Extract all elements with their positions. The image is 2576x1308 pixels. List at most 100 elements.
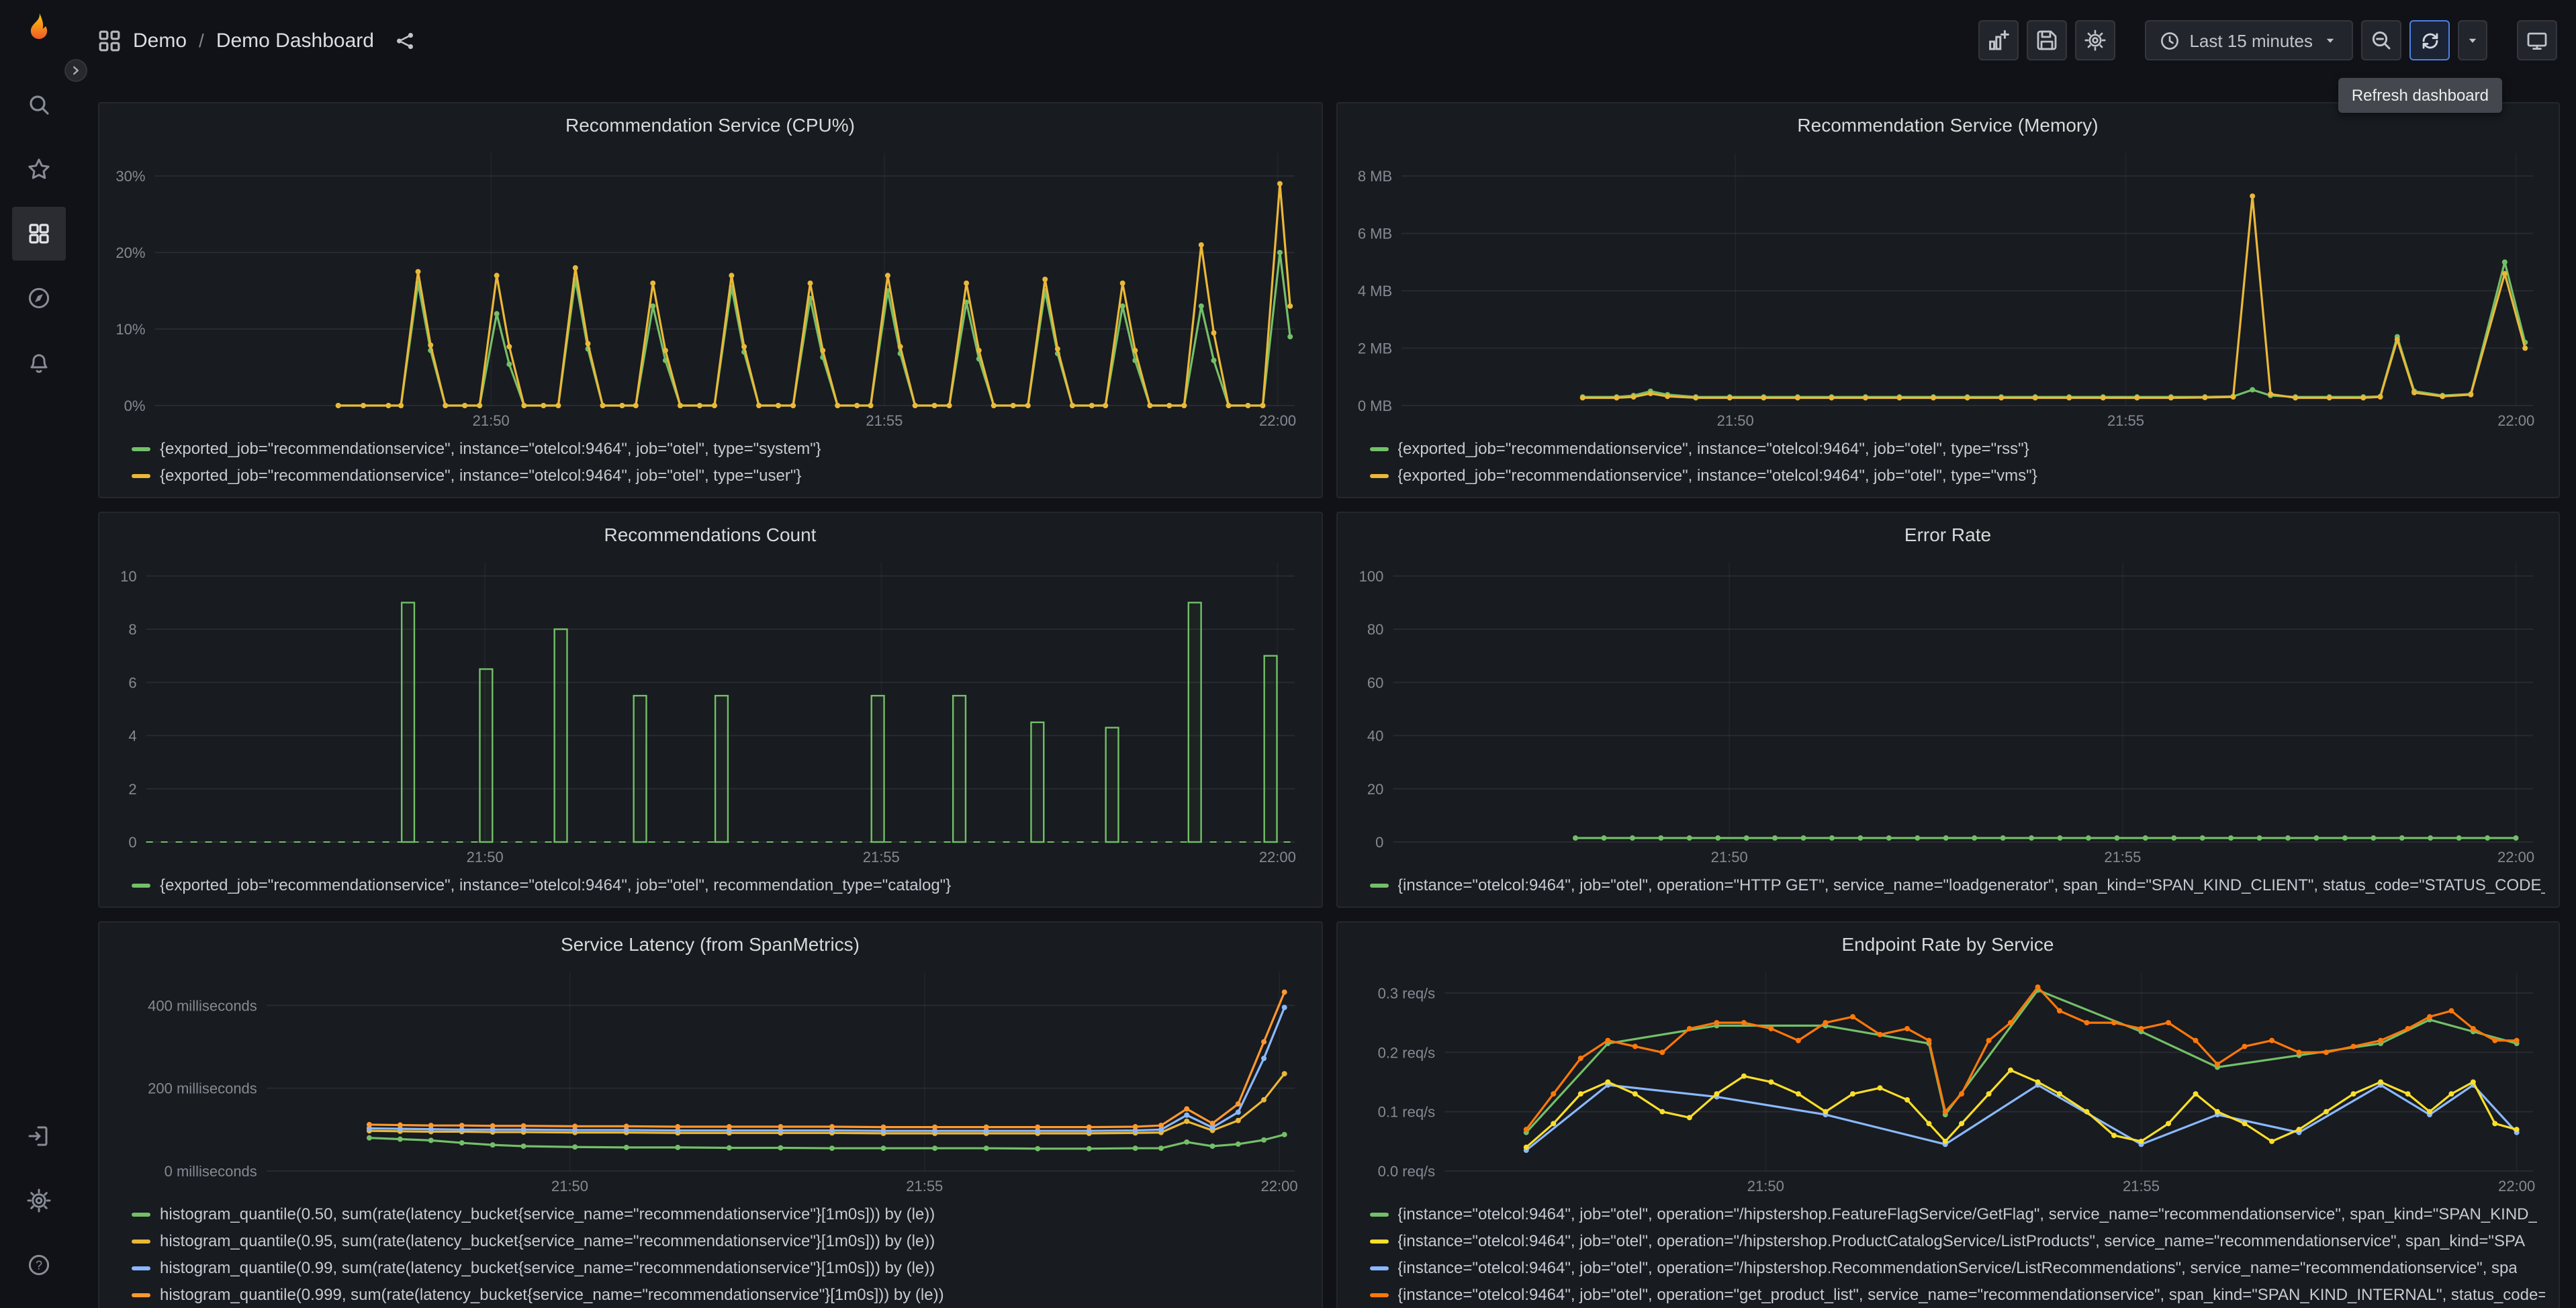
breadcrumb: Demo / Demo Dashboard xyxy=(98,24,425,56)
panel-title[interactable]: Recommendation Service (Memory) xyxy=(1797,114,2099,136)
legend-color-marker xyxy=(132,1212,150,1216)
panel-title[interactable]: Endpoint Rate by Service xyxy=(1841,933,2054,955)
sidebar-item-starred[interactable] xyxy=(11,142,65,196)
sidebar-item-sign-in[interactable] xyxy=(11,1109,65,1163)
settings-gear-icon xyxy=(26,1188,50,1213)
legend-label: {exported_job="recommendationservice", i… xyxy=(160,876,952,894)
svg-text:40: 40 xyxy=(1367,728,1383,745)
panel-5: Service Latency (from SpanMetrics) 0 mill… xyxy=(98,921,1322,1308)
zoom-out-button[interactable] xyxy=(2361,20,2401,60)
svg-text:20%: 20% xyxy=(116,244,145,261)
svg-text:21:55: 21:55 xyxy=(866,412,903,429)
breadcrumb-section[interactable]: Demo xyxy=(133,29,187,52)
dashboards-grid-icon xyxy=(28,224,48,244)
share-button[interactable] xyxy=(386,24,425,56)
breadcrumb-page[interactable]: Demo Dashboard xyxy=(216,29,374,52)
panel-title[interactable]: Recommendation Service (CPU%) xyxy=(565,114,856,136)
legend-color-marker xyxy=(132,447,150,451)
panel-chart[interactable]: 0 20 40 60 80 100 21:50 21:55 22:00 xyxy=(1350,552,2545,869)
settings-gear-icon xyxy=(2084,30,2106,51)
alerting-bell-icon xyxy=(30,354,47,373)
svg-text:8 MB: 8 MB xyxy=(1357,168,1391,185)
svg-text:0.1 req/s: 0.1 req/s xyxy=(1377,1104,1435,1121)
legend-label: {instance="otelcol:9464", job="otel", op… xyxy=(1397,1285,2545,1304)
legend-color-marker xyxy=(132,1293,150,1297)
legend-item[interactable]: {exported_job="recommendationservice", i… xyxy=(132,872,1307,898)
legend-label: {instance="otelcol:9464", job="otel", op… xyxy=(1397,1258,2518,1277)
legend-item[interactable]: {exported_job="recommendationservice", i… xyxy=(1369,462,2545,489)
refresh-button[interactable] xyxy=(2409,20,2450,60)
panel-chart[interactable]: 0.0 req/s 0.1 req/s 0.2 req/s 0.3 req/s 21:5… xyxy=(1350,962,2545,1198)
legend-color-marker xyxy=(1369,447,1388,451)
sidebar-item-help[interactable]: ? xyxy=(11,1238,65,1292)
legend-item[interactable]: {instance="otelcol:9464", job="otel", op… xyxy=(1369,1227,2545,1254)
legend-color-marker xyxy=(1369,473,1388,477)
legend-item[interactable]: {exported_job="recommendationservice", i… xyxy=(132,435,1307,462)
svg-text:0.2 req/s: 0.2 req/s xyxy=(1377,1044,1435,1061)
svg-text:60: 60 xyxy=(1367,674,1383,691)
sidebar-item-settings[interactable] xyxy=(11,1174,65,1227)
panel-chart[interactable]: 0 milliseconds 200 milliseconds 400 millis… xyxy=(113,962,1307,1198)
legend-label: {exported_job="recommendationservice", i… xyxy=(1397,466,2037,485)
sidebar-expand-button[interactable] xyxy=(64,59,87,82)
panel-title[interactable]: Error Rate xyxy=(1904,524,1992,545)
svg-text:8: 8 xyxy=(128,621,136,638)
sidebar-nav-top xyxy=(0,78,77,389)
tv-mode-button[interactable] xyxy=(2517,20,2557,60)
time-range-picker[interactable]: Last 15 minutes xyxy=(2145,20,2353,60)
svg-text:10%: 10% xyxy=(116,321,145,338)
panel-chart[interactable]: 0% 10% 20% 30% 21:50 21:55 22:00 xyxy=(113,142,1307,432)
sidebar-item-search[interactable] xyxy=(11,78,65,132)
svg-text:6: 6 xyxy=(128,674,136,691)
dashboard-settings-button[interactable] xyxy=(2075,20,2116,60)
share-icon xyxy=(397,32,414,48)
help-icon: ? xyxy=(28,1254,49,1276)
svg-text:?: ? xyxy=(35,1258,42,1272)
panel-legend: {instance="otelcol:9464", job="otel", op… xyxy=(1350,1198,2545,1308)
legend-color-marker xyxy=(1369,1212,1388,1216)
legend-item[interactable]: histogram_quantile(0.50, sum(rate(latenc… xyxy=(132,1201,1307,1227)
panel-title[interactable]: Service Latency (from SpanMetrics) xyxy=(560,933,860,955)
sidebar-item-alerting[interactable] xyxy=(11,336,65,389)
svg-text:0 MB: 0 MB xyxy=(1357,398,1391,414)
sidebar-item-explore[interactable] xyxy=(11,271,65,325)
svg-text:2 MB: 2 MB xyxy=(1357,340,1391,357)
legend-item[interactable]: histogram_quantile(0.95, sum(rate(latenc… xyxy=(132,1227,1307,1254)
refresh-tooltip: Refresh dashboard xyxy=(2338,78,2502,113)
panel-title[interactable]: Recommendations Count xyxy=(604,524,817,545)
legend-color-marker xyxy=(1369,1266,1388,1270)
toolbar: Last 15 minutes xyxy=(1978,20,2557,60)
panel-chart[interactable]: 0 MB 2 MB 4 MB 6 MB 8 MB 21:50 21:55 22:00 xyxy=(1350,142,2545,432)
svg-text:80: 80 xyxy=(1367,621,1383,638)
svg-text:0.3 req/s: 0.3 req/s xyxy=(1377,985,1435,1002)
save-dashboard-button[interactable] xyxy=(2027,20,2068,60)
legend-item[interactable]: histogram_quantile(0.999, sum(rate(laten… xyxy=(132,1281,1307,1308)
legend-item[interactable]: {exported_job="recommendationservice", i… xyxy=(132,462,1307,489)
refresh-icon xyxy=(2422,32,2438,48)
sidebar-item-dashboards[interactable] xyxy=(11,207,65,261)
grafana-logo[interactable] xyxy=(0,11,77,46)
legend-item[interactable]: {instance="otelcol:9464", job="otel", op… xyxy=(1369,1254,2545,1281)
refresh-interval-caret[interactable] xyxy=(2458,20,2487,60)
legend-color-marker xyxy=(1369,883,1388,887)
caret-down-icon xyxy=(2326,38,2334,43)
legend-item[interactable]: {instance="otelcol:9464", job="otel", op… xyxy=(1369,872,2545,898)
legend-item[interactable]: histogram_quantile(0.99, sum(rate(latenc… xyxy=(132,1254,1307,1281)
legend-item[interactable]: {instance="otelcol:9464", job="otel", op… xyxy=(1369,1201,2545,1227)
legend-item[interactable]: {instance="otelcol:9464", job="otel", op… xyxy=(1369,1281,2545,1308)
sidebar-nav-bottom: ? xyxy=(0,1109,77,1292)
svg-text:21:50: 21:50 xyxy=(467,849,504,866)
svg-text:21:50: 21:50 xyxy=(1747,1178,1784,1195)
star-icon xyxy=(28,158,49,179)
svg-text:21:55: 21:55 xyxy=(2107,412,2144,429)
svg-text:22:00: 22:00 xyxy=(1259,412,1296,429)
chevron-right-icon xyxy=(73,66,79,75)
legend-item[interactable]: {exported_job="recommendationservice", i… xyxy=(1369,435,2545,462)
panel-chart[interactable]: 0 2 4 6 8 10 21:50 21:55 22:00 xyxy=(113,552,1307,869)
svg-text:21:50: 21:50 xyxy=(551,1178,588,1195)
legend-label: {instance="otelcol:9464", job="otel", op… xyxy=(1397,1231,2526,1250)
header: Demo / Demo Dashboard Last 15 minutes xyxy=(77,0,2576,81)
apps-grid-icon[interactable] xyxy=(98,29,121,52)
svg-text:30%: 30% xyxy=(116,168,145,185)
add-panel-button[interactable] xyxy=(1978,20,2019,60)
